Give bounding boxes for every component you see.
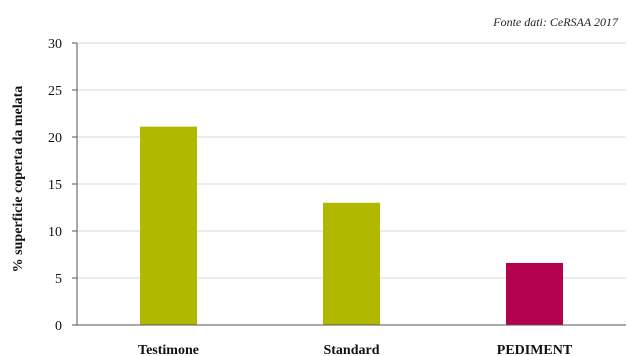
y-tick-label-15: 15 <box>48 178 62 193</box>
x-tick-label-pediment: PEDIMENT <box>497 343 573 356</box>
x-tick-label-standard: Standard <box>323 343 379 356</box>
y-tick-label-25: 25 <box>48 84 62 99</box>
bar-standard <box>323 202 380 325</box>
y-tick-label-30: 30 <box>48 37 62 52</box>
y-tick-label-10: 10 <box>48 225 62 240</box>
y-tick-label-5: 5 <box>55 272 62 287</box>
x-tick-label-testimone: Testimone <box>138 343 199 356</box>
bar-pediment <box>506 262 563 325</box>
source-note: Fonte dati: CeRSAA 2017 <box>493 15 618 29</box>
y-axis-ticks: 0 5 10 15 20 25 30 <box>48 37 77 334</box>
x-axis-ticks: Testimone Standard PEDIMENT <box>138 343 573 356</box>
bar-testimone <box>140 126 197 325</box>
y-tick-label-0: 0 <box>55 319 62 334</box>
y-tick-label-20: 20 <box>48 131 62 146</box>
bars <box>140 126 563 325</box>
